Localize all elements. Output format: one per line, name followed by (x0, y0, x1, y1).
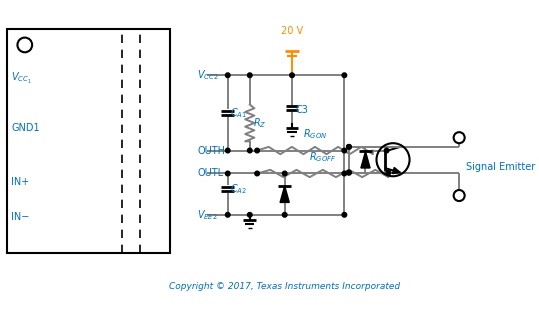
Circle shape (347, 170, 351, 175)
Polygon shape (392, 167, 400, 174)
Circle shape (247, 73, 252, 78)
Text: $V_{CC2}$: $V_{CC2}$ (197, 68, 219, 82)
Circle shape (342, 73, 347, 78)
Text: $R_{GOFF}$: $R_{GOFF}$ (309, 151, 336, 164)
Circle shape (347, 145, 351, 149)
Bar (8, 29, 170, 254)
Text: $C_{A1}$: $C_{A1}$ (231, 106, 247, 120)
Circle shape (282, 171, 287, 176)
Circle shape (247, 213, 252, 217)
Circle shape (282, 213, 287, 217)
Circle shape (255, 171, 259, 176)
Text: OUTH: OUTH (197, 146, 225, 156)
Circle shape (342, 148, 347, 153)
Circle shape (347, 145, 351, 149)
Text: OUTL: OUTL (197, 168, 224, 178)
Circle shape (225, 73, 230, 78)
Text: $R_Z$: $R_Z$ (253, 116, 267, 130)
Circle shape (225, 171, 230, 176)
Circle shape (255, 148, 259, 153)
Circle shape (290, 73, 294, 78)
Text: Signal Emitter: Signal Emitter (466, 162, 536, 172)
Text: C3: C3 (296, 105, 308, 115)
Text: GND1: GND1 (11, 124, 40, 133)
Text: Copyright © 2017, Texas Instruments Incorporated: Copyright © 2017, Texas Instruments Inco… (169, 282, 400, 291)
Polygon shape (280, 186, 289, 203)
Circle shape (342, 171, 347, 176)
Text: $V_{CC_1}$: $V_{CC_1}$ (11, 71, 32, 86)
Text: 20 V: 20 V (281, 26, 303, 36)
Circle shape (247, 148, 252, 153)
Text: $R_{GON}$: $R_{GON}$ (303, 128, 327, 141)
Circle shape (384, 148, 389, 153)
Text: IN+: IN+ (11, 177, 29, 187)
Circle shape (386, 170, 391, 175)
Text: $V_{EE2}$: $V_{EE2}$ (197, 208, 218, 222)
Circle shape (342, 213, 347, 217)
Circle shape (225, 148, 230, 153)
Circle shape (225, 213, 230, 217)
Circle shape (347, 170, 351, 175)
Polygon shape (361, 151, 370, 168)
Text: IN−: IN− (11, 212, 30, 222)
Text: $C_{A2}$: $C_{A2}$ (231, 182, 247, 196)
